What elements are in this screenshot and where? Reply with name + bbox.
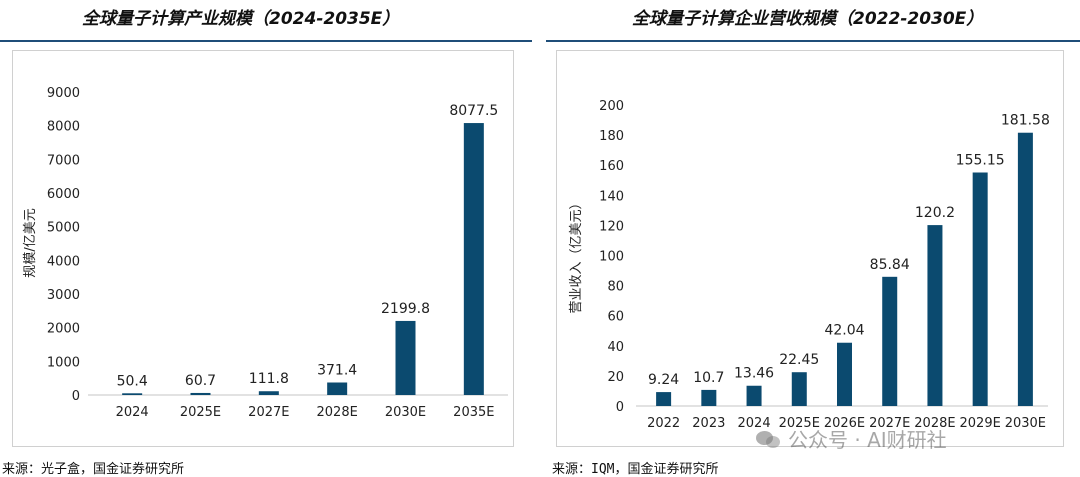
left-bar — [258, 391, 279, 395]
left-bar-value-label: 371.4 — [317, 362, 357, 378]
right-y-tick-label: 80 — [607, 280, 624, 295]
left-y-tick-label: 4000 — [47, 254, 80, 269]
right-bar-value-label: 10.7 — [693, 370, 724, 386]
left-bar — [395, 320, 416, 395]
right-y-tick-label: 200 — [599, 99, 624, 114]
left-x-tick-label: 2028E — [317, 405, 358, 420]
right-x-tick-label: 2026E — [824, 416, 865, 431]
right-y-tick-label: 20 — [607, 370, 624, 385]
right-x-tick-label: 2030E — [1005, 416, 1046, 431]
left-y-tick-label: 3000 — [47, 288, 80, 303]
right-bar-value-label: 22.45 — [779, 352, 819, 368]
left-bar-value-label: 8077.5 — [449, 103, 498, 119]
left-bar-value-label: 60.7 — [185, 373, 216, 389]
left-chart-title: 全球量子计算产业规模（2024-2035E） — [82, 9, 400, 29]
left-bar-value-label: 111.8 — [249, 371, 289, 387]
right-bar — [746, 385, 762, 406]
left-x-tick-label: 2035E — [453, 405, 494, 420]
right-bar-value-label: 181.58 — [1001, 113, 1050, 129]
right-bar-value-label: 155.15 — [956, 152, 1005, 168]
right-x-tick-label: 2028E — [914, 416, 955, 431]
right-y-tick-label: 120 — [599, 219, 624, 234]
right-bar-value-label: 85.84 — [870, 257, 910, 273]
left-y-axis-label: 规模/亿美元 — [23, 208, 38, 277]
watermark-text: 公众号 · AI财研社 — [788, 428, 947, 452]
left-y-tick-label: 0 — [72, 389, 80, 404]
right-bar — [656, 392, 672, 406]
right-title-rule — [546, 40, 1080, 42]
left-bar-value-label: 2199.8 — [381, 301, 430, 317]
left-bar — [122, 393, 143, 395]
right-bar — [701, 389, 717, 406]
left-bar — [327, 382, 348, 395]
right-bar-value-label: 42.04 — [824, 323, 864, 339]
left-x-tick-label: 2030E — [385, 405, 426, 420]
right-y-tick-label: 100 — [599, 250, 624, 265]
right-source-note: 来源：IQM，国金证券研究所 — [552, 462, 719, 477]
right-bar — [837, 342, 852, 406]
right-bar — [1017, 132, 1033, 406]
right-y-tick-label: 160 — [599, 159, 624, 174]
right-bar-value-label: 120.2 — [915, 205, 955, 221]
left-y-tick-label: 8000 — [47, 120, 80, 135]
right-y-tick-label: 180 — [599, 129, 624, 144]
right-bar — [791, 372, 807, 406]
right-bar — [972, 172, 988, 406]
right-x-tick-label: 2023 — [692, 416, 725, 431]
right-bar — [927, 225, 943, 406]
left-y-tick-label: 9000 — [47, 86, 80, 101]
left-x-tick-label: 2024 — [116, 405, 149, 420]
left-y-tick-label: 7000 — [47, 153, 80, 168]
left-source-note: 来源：光子盒，国金证券研究所 — [2, 462, 185, 477]
right-bar — [882, 276, 898, 406]
right-y-tick-label: 0 — [616, 400, 624, 415]
left-y-tick-label: 6000 — [47, 187, 80, 202]
watermark: 公众号 · AI财研社 — [756, 424, 947, 453]
right-bar-value-label: 9.24 — [648, 372, 679, 388]
left-chart-frame — [12, 50, 514, 447]
right-y-axis-label: 营业收入（亿美元） — [569, 196, 584, 313]
right-x-tick-label: 2027E — [869, 416, 910, 431]
left-y-tick-label: 1000 — [47, 355, 80, 370]
right-x-tick-label: 2024 — [738, 416, 771, 431]
left-bar-value-label: 50.4 — [117, 373, 148, 389]
right-y-tick-label: 60 — [607, 310, 624, 325]
right-bar-value-label: 13.46 — [734, 366, 774, 382]
left-title-rule — [0, 40, 532, 42]
left-bar — [463, 123, 484, 396]
right-x-tick-label: 2022 — [647, 416, 680, 431]
right-x-tick-label: 2025E — [779, 416, 820, 431]
right-y-tick-label: 40 — [607, 340, 624, 355]
left-y-tick-label: 2000 — [47, 322, 80, 337]
left-bar — [190, 392, 211, 395]
right-x-tick-label: 2029E — [960, 416, 1001, 431]
left-x-tick-label: 2027E — [248, 405, 289, 420]
wechat-icon — [756, 428, 782, 450]
right-chart-title: 全球量子计算企业营收规模（2022-2030E） — [632, 9, 984, 29]
left-y-tick-label: 5000 — [47, 221, 80, 236]
left-x-tick-label: 2025E — [180, 405, 221, 420]
right-y-tick-label: 140 — [599, 189, 624, 204]
